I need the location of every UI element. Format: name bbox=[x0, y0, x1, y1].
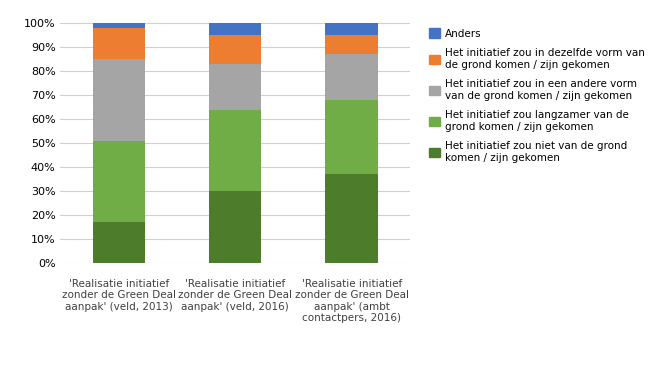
Text: 'Realisatie initiatief
zonder de Green Deal
aanpak' (veld, 2013): 'Realisatie initiatief zonder de Green D… bbox=[62, 279, 175, 312]
Bar bbox=[93, 28, 145, 59]
Bar bbox=[93, 223, 145, 263]
Bar bbox=[325, 100, 378, 175]
Bar bbox=[325, 55, 378, 100]
Bar bbox=[325, 23, 378, 35]
Bar bbox=[209, 110, 261, 191]
Text: 'Realisatie initiatief
zonder de Green Deal
aanpak' (veld, 2016): 'Realisatie initiatief zonder de Green D… bbox=[178, 279, 292, 312]
Bar bbox=[325, 35, 378, 55]
Bar bbox=[325, 175, 378, 263]
Bar bbox=[209, 35, 261, 64]
Bar bbox=[209, 64, 261, 110]
Bar bbox=[209, 191, 261, 263]
Text: 'Realisatie initiatief
zonder de Green Deal
aanpak' (ambt
contactpers, 2016): 'Realisatie initiatief zonder de Green D… bbox=[295, 279, 409, 324]
Bar bbox=[209, 23, 261, 35]
Bar bbox=[93, 141, 145, 223]
Bar bbox=[93, 59, 145, 141]
Legend: Anders, Het initiatief zou in dezelfde vorm van
de grond komen / zijn gekomen, H: Anders, Het initiatief zou in dezelfde v… bbox=[429, 28, 644, 163]
Bar bbox=[93, 23, 145, 28]
